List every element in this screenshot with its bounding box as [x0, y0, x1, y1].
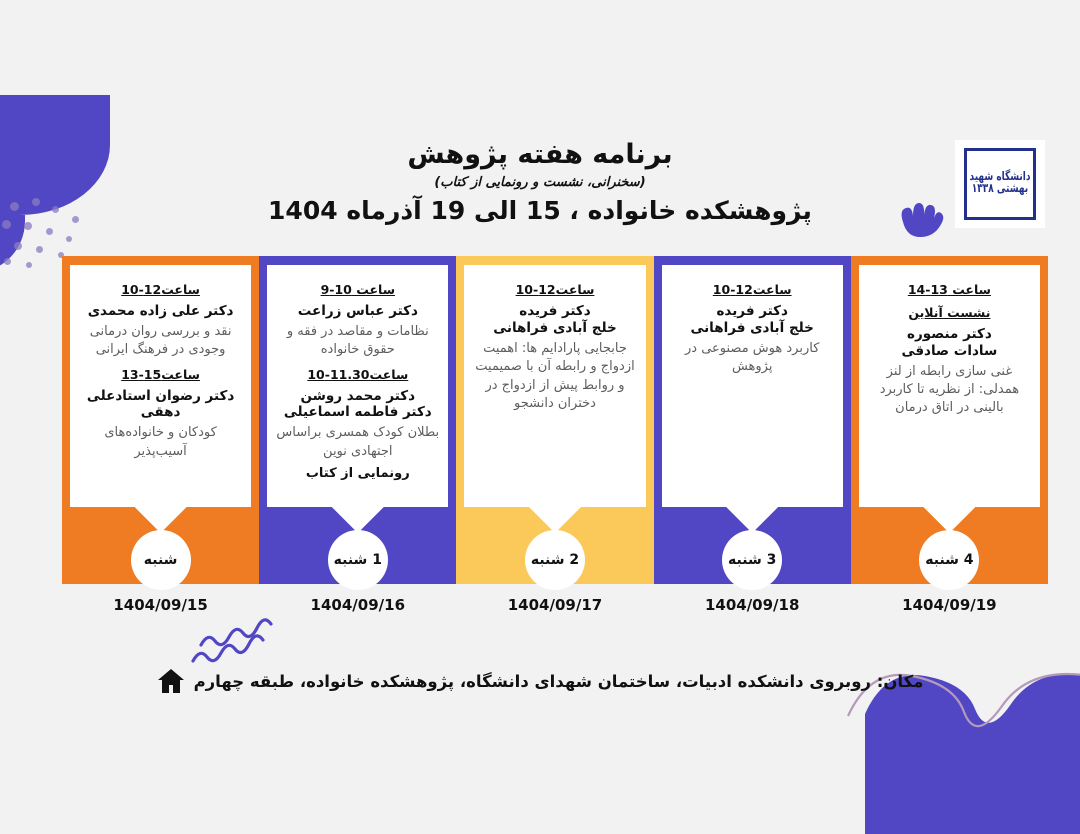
day-date: 1404/09/18: [704, 596, 800, 614]
session-speaker: دکتر محمد روشن دکتر فاطمه اسماعیلی: [283, 387, 432, 421]
day-session-card[interactable]: ساعت12-10 دکتر علی زاده محمدی نقد و بررسی …: [69, 265, 252, 507]
decorative-dot: [26, 262, 32, 268]
session-tag: رونمایی از کتاب: [305, 466, 410, 482]
day-session-card[interactable]: ساعت 13-14 نشست آنلاین دکتر منصوره سادات صا…: [858, 265, 1040, 507]
session-time: ساعت11.30-10: [307, 366, 409, 382]
session-time: ساعت 13-14: [907, 282, 991, 297]
logo-frame: دانشگاه شهید بهشتی ۱۳۳۸: [964, 148, 1036, 220]
timeline-column: ساعت 13-14 نشست آنلاین دکتر منصوره سادات صا…: [850, 256, 1048, 614]
session-time: ساعت12-10: [712, 282, 792, 297]
page-title: برنامه هفته پژوهش: [407, 139, 673, 170]
day-date: 1404/09/19: [902, 596, 997, 614]
day-badge[interactable]: شنبه: [130, 530, 191, 590]
session-topic: کاربرد هوش مصنوعی در پژوهش: [685, 340, 820, 375]
home-icon: [157, 669, 184, 693]
session-speaker: دکتر عباس زراعت: [297, 302, 418, 319]
session-slot: ساعت11.30-10 دکتر محمد روشن دکتر فاطمه اسم…: [276, 364, 439, 482]
session-time: ساعت12-10: [121, 282, 200, 297]
day-date: 1404/09/16: [310, 596, 405, 614]
schedule-timeline: ساعت 13-14 نشست آنلاین دکتر منصوره سادات صا…: [61, 256, 1048, 614]
decorative-blob-bottom-right: [847, 672, 1080, 834]
session-slot: ساعت 10-9 دکتر عباس زراعت نظامات و مقاصد د…: [276, 279, 439, 360]
session-topic: بطلان کودک همسری براساس اجتهادی نوین: [276, 425, 440, 459]
decorative-dot: [46, 228, 53, 235]
page-subtitle: (سخنرانی، نشست و رونمایی از کتاب): [434, 174, 646, 190]
session-speaker: دکتر علی زاده محمدی: [87, 302, 234, 319]
decorative-dot: [66, 236, 72, 242]
session-speaker: دکتر فریده خلج آبادی فراهانی: [690, 302, 814, 336]
session-speaker: دکتر منصوره سادات صادقی: [901, 325, 998, 359]
session-slot: ساعت12-10 دکتر علی زاده محمدی نقد و بررسی …: [79, 279, 242, 360]
day-badge[interactable]: 3 شنبه: [722, 530, 783, 590]
department-and-date-line: پژوهشکده خانواده ، 15 الی 19 آذرماه 1404: [268, 195, 812, 225]
session-speaker: دکتر فریده خلج آبادی فراهانی: [493, 302, 617, 336]
session-topic: نظامات و مقاصد در فقه و حقوق خانواده: [286, 323, 429, 358]
day-session-card[interactable]: ساعت12-10 دکتر فریده خلج آبادی فراهانی کارب…: [661, 265, 843, 507]
day-session-card[interactable]: ساعت 10-9 دکتر عباس زراعت نظامات و مقاصد د…: [267, 265, 449, 507]
day-session-card[interactable]: ساعت12-10 دکتر فریده خلج آبادی فراهانی جابج…: [464, 265, 646, 507]
session-topic: جابجایی پارادایم ها: اهمیت ازدواج و رابط…: [475, 340, 635, 411]
session-mode: نشست آنلاین: [908, 304, 991, 320]
university-logo: دانشگاه شهید بهشتی ۱۳۳۸: [955, 140, 1045, 228]
session-slot: ساعت12-10 دکتر فریده خلج آبادی فراهانی جابج…: [473, 279, 636, 413]
session-time: ساعت15-13: [121, 366, 200, 382]
timeline-column: ساعت12-10 دکتر فریده خلج آبادی فراهانی کارب…: [653, 256, 851, 614]
day-badge[interactable]: 1 شنبه: [327, 530, 388, 590]
decorative-squiggle: [191, 618, 273, 663]
day-badge[interactable]: 4 شنبه: [919, 530, 980, 590]
location-text: مکان: روبروی دانشکده ادبیات، ساختمان شهد…: [193, 671, 924, 691]
poster-header: برنامه هفته پژوهش (سخنرانی، نشست و رونما…: [0, 140, 1080, 225]
decorative-dot: [14, 242, 22, 250]
day-date: 1404/09/15: [113, 596, 208, 614]
session-topic: نقد و بررسی روان درمانی وجودی در فرهنگ ا…: [89, 323, 232, 358]
session-speaker: دکتر رضوان استادعلی دهقی: [86, 387, 235, 421]
location-footer: مکان: روبروی دانشکده ادبیات، ساختمان شهد…: [0, 668, 1080, 694]
session-time: ساعت12-10: [515, 282, 595, 297]
day-date: 1404/09/17: [507, 596, 603, 614]
session-topic: غنی سازی رابطه از لنز همدلی: از نظریه تا…: [879, 363, 1020, 416]
timeline-column: ساعت 10-9 دکتر عباس زراعت نظامات و مقاصد د…: [259, 256, 457, 614]
day-badge[interactable]: 2 شنبه: [524, 530, 585, 590]
logo-text: دانشگاه شهید بهشتی ۱۳۳۸: [969, 169, 1031, 197]
session-topic: کودکان و خانواده‌های آسیب‌پذیر: [104, 425, 217, 459]
timeline-column: ساعت12-10 دکتر علی زاده محمدی نقد و بررسی …: [61, 256, 260, 614]
session-time: ساعت 10-9: [320, 282, 395, 297]
session-slot: ساعت12-10 دکتر فریده خلج آبادی فراهانی کارب…: [671, 279, 834, 377]
session-slot: ساعت 13-14 نشست آنلاین دکتر منصوره سادات صا…: [868, 279, 1031, 418]
decorative-dot: [36, 246, 43, 253]
session-slot: ساعت15-13 دکتر رضوان استادعلی دهقی کودکان …: [79, 364, 242, 462]
decorative-dot: [4, 258, 11, 265]
timeline-column: ساعت12-10 دکتر فریده خلج آبادی فراهانی جابج…: [456, 256, 654, 614]
